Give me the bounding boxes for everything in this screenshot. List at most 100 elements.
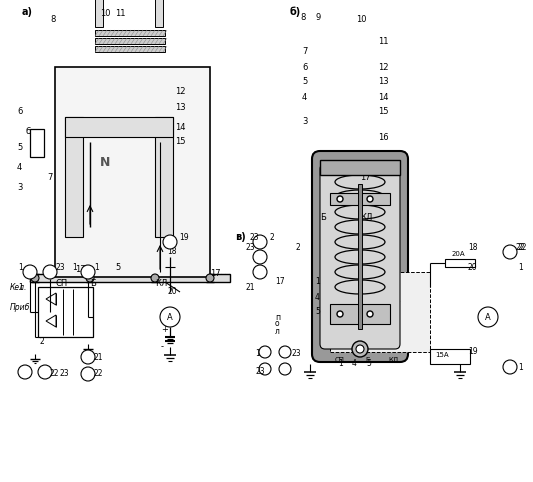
Text: 6: 6 — [302, 63, 308, 71]
Text: -: - — [161, 343, 164, 351]
Text: 1: 1 — [338, 360, 343, 369]
Text: 7: 7 — [302, 48, 308, 56]
Circle shape — [367, 311, 373, 317]
Text: 5: 5 — [115, 263, 120, 271]
Text: 2: 2 — [295, 242, 300, 252]
Bar — [155, 0, 163, 27]
Circle shape — [259, 363, 271, 375]
Text: 7: 7 — [47, 173, 52, 182]
Text: 11: 11 — [115, 10, 125, 18]
Circle shape — [18, 365, 32, 379]
Text: A: A — [167, 312, 173, 321]
Text: 22: 22 — [518, 242, 528, 252]
Text: Б: Б — [365, 357, 370, 363]
Text: Б: Б — [90, 280, 96, 289]
Text: 1: 1 — [518, 263, 523, 271]
Text: 1: 1 — [315, 278, 320, 286]
Text: 1: 1 — [518, 362, 523, 372]
Text: 2: 2 — [40, 337, 45, 347]
Text: СП: СП — [335, 357, 345, 363]
Bar — [430, 349, 470, 364]
Circle shape — [81, 367, 95, 381]
Text: 21: 21 — [245, 282, 254, 292]
Bar — [358, 184, 362, 329]
Text: 17: 17 — [75, 266, 86, 275]
Text: 23: 23 — [250, 232, 260, 241]
Text: 17: 17 — [360, 173, 370, 182]
Text: 5: 5 — [315, 308, 320, 317]
Text: N: N — [100, 156, 110, 169]
FancyBboxPatch shape — [312, 151, 408, 362]
Text: 21: 21 — [94, 352, 103, 362]
Bar — [155, 117, 173, 237]
Text: 11: 11 — [378, 38, 389, 46]
Text: 17: 17 — [210, 269, 221, 279]
Bar — [330, 304, 390, 324]
Text: 15А: 15А — [435, 352, 449, 358]
Bar — [95, 38, 165, 44]
Circle shape — [259, 346, 271, 358]
Text: 14: 14 — [378, 93, 389, 102]
Text: 23: 23 — [245, 242, 255, 252]
Circle shape — [151, 274, 159, 282]
Text: 12: 12 — [378, 63, 389, 71]
Text: СП: СП — [55, 280, 67, 289]
Text: 22: 22 — [94, 370, 103, 378]
Circle shape — [81, 350, 95, 364]
Text: 4: 4 — [17, 162, 22, 172]
Text: 20: 20 — [468, 263, 478, 271]
Bar — [55, 67, 210, 277]
Bar — [95, 0, 103, 27]
Text: 20А: 20А — [452, 251, 466, 257]
Circle shape — [253, 250, 267, 264]
Circle shape — [503, 245, 517, 259]
Text: 22: 22 — [50, 370, 60, 378]
FancyBboxPatch shape — [320, 164, 400, 349]
Text: 15: 15 — [175, 137, 185, 147]
Text: +: + — [161, 324, 168, 334]
Text: КЛ: КЛ — [360, 213, 373, 222]
Text: 22: 22 — [516, 243, 526, 253]
Text: 1: 1 — [255, 349, 260, 359]
Text: Приб.: Приб. — [10, 303, 33, 311]
Text: 3: 3 — [17, 183, 22, 191]
Text: 13: 13 — [378, 78, 389, 86]
Bar — [335, 282, 370, 317]
Circle shape — [352, 341, 368, 357]
Text: б: б — [25, 128, 30, 136]
Text: 20: 20 — [167, 287, 176, 296]
Circle shape — [279, 363, 291, 375]
Text: 8: 8 — [300, 13, 305, 22]
Text: 19: 19 — [179, 233, 189, 242]
Text: а): а) — [22, 7, 33, 17]
Bar — [30, 274, 230, 282]
Text: 10: 10 — [100, 10, 110, 18]
Text: 23: 23 — [255, 367, 264, 376]
Circle shape — [253, 265, 267, 279]
Circle shape — [478, 307, 498, 327]
Bar — [95, 30, 165, 36]
Bar — [95, 46, 165, 52]
Circle shape — [206, 274, 214, 282]
Text: 1: 1 — [18, 263, 23, 271]
Text: о: о — [275, 320, 280, 329]
Text: 16: 16 — [378, 133, 389, 142]
Text: 4: 4 — [352, 360, 357, 369]
Text: 17: 17 — [275, 278, 285, 286]
Bar — [38, 287, 93, 337]
Text: б): б) — [290, 7, 301, 17]
Bar — [320, 160, 400, 175]
Text: Б: Б — [320, 213, 326, 222]
Bar — [65, 117, 83, 237]
Text: 1: 1 — [18, 282, 23, 292]
Text: КЛ: КЛ — [388, 357, 398, 363]
Text: 2: 2 — [269, 232, 274, 241]
Text: 14: 14 — [175, 122, 185, 132]
Text: 6: 6 — [17, 107, 22, 117]
Text: Кел.: Кел. — [10, 282, 27, 292]
Circle shape — [23, 265, 37, 279]
Bar — [330, 272, 430, 352]
Text: 1: 1 — [94, 263, 99, 271]
Text: 23: 23 — [55, 263, 64, 271]
Bar — [30, 129, 44, 157]
